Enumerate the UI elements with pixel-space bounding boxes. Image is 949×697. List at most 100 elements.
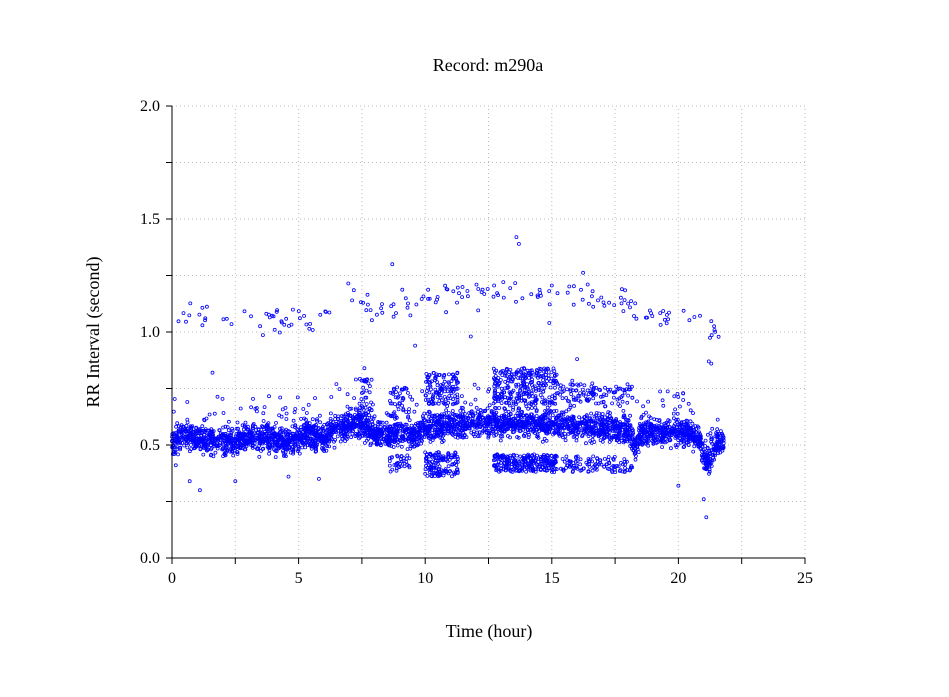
main-band-point — [315, 417, 319, 422]
outlier-point — [517, 241, 521, 246]
main-band-point — [644, 429, 648, 434]
cluster-point — [594, 467, 599, 472]
outlier-point — [706, 359, 711, 364]
cluster-point — [518, 454, 523, 459]
cluster-point — [588, 457, 593, 462]
upper-band-point — [426, 296, 431, 301]
cluster-point — [529, 463, 534, 468]
cluster-point — [364, 395, 369, 400]
main-band-point — [327, 436, 332, 441]
cluster-point — [609, 465, 614, 470]
main-band-point — [305, 434, 310, 439]
cluster-point — [498, 378, 503, 382]
cluster-point — [541, 454, 545, 459]
main-band-point — [496, 424, 501, 429]
x-tick-label: 15 — [544, 570, 560, 587]
cluster-point — [509, 373, 514, 378]
main-band-point — [323, 442, 328, 447]
cluster-point — [504, 366, 509, 371]
upper-band-point — [435, 297, 439, 302]
cluster-point — [508, 367, 513, 372]
main-band-point — [254, 406, 259, 410]
upper-band-point — [650, 314, 655, 319]
main-band-point — [567, 407, 571, 412]
cluster-point — [455, 386, 460, 391]
main-band-point — [540, 439, 545, 444]
cluster-point — [595, 456, 600, 461]
main-band-point — [709, 437, 714, 441]
main-band-point — [191, 433, 196, 438]
main-band-point — [284, 417, 289, 421]
upper-band-point — [549, 283, 554, 288]
main-band-point — [657, 418, 662, 423]
main-band-point — [208, 432, 212, 437]
main-band-point — [715, 434, 719, 439]
main-band-point — [665, 389, 670, 394]
main-band-point — [617, 425, 622, 430]
main-band-point — [354, 414, 359, 419]
main-band-point — [377, 428, 382, 433]
main-band-point — [691, 433, 696, 438]
main-band-point — [661, 403, 666, 408]
main-band-point — [483, 408, 488, 413]
main-band-point — [680, 424, 684, 429]
upper-band-point — [591, 304, 596, 309]
main-band-point — [356, 431, 361, 436]
main-band-point — [572, 424, 577, 429]
cluster-point — [591, 465, 596, 469]
cluster-point — [602, 456, 607, 461]
main-band-point — [337, 387, 342, 392]
cluster-point — [394, 415, 399, 420]
main-band-point — [478, 408, 483, 413]
cluster-point — [506, 457, 511, 462]
main-band-point — [640, 440, 645, 445]
main-band-point — [440, 414, 445, 419]
main-band-point — [704, 458, 709, 463]
main-band-point — [693, 441, 697, 446]
main-band-point — [682, 420, 686, 424]
main-band-point — [291, 436, 296, 441]
main-band-point — [421, 416, 426, 421]
main-band-point — [430, 414, 435, 419]
main-band-point — [280, 449, 285, 453]
upper-band-point — [176, 319, 181, 324]
upper-band-point — [275, 308, 280, 313]
main-band-point — [446, 416, 451, 420]
cluster-point — [498, 371, 503, 375]
main-band-point — [691, 411, 695, 416]
main-band-point — [300, 439, 304, 444]
main-band-point — [413, 427, 417, 432]
main-band-point — [564, 409, 569, 414]
main-band-point — [459, 394, 464, 399]
main-band-point — [596, 429, 601, 434]
cluster-point — [520, 464, 525, 469]
cluster-point — [449, 379, 454, 384]
main-band-point — [675, 411, 680, 416]
main-band-point — [206, 432, 211, 437]
cluster-point — [543, 401, 548, 406]
main-band-point — [581, 427, 586, 432]
cluster-point — [393, 395, 398, 400]
main-band-point — [366, 433, 371, 438]
main-band-point — [460, 424, 465, 429]
main-band-point — [339, 420, 343, 425]
main-band-point — [270, 443, 275, 448]
main-band-point — [194, 425, 199, 430]
upper-band-point — [687, 318, 692, 323]
main-band-point — [675, 424, 679, 429]
cluster-point — [618, 468, 623, 473]
cluster-point — [586, 398, 590, 403]
main-band-point — [422, 426, 427, 431]
main-band-point — [502, 429, 507, 434]
main-band-point — [220, 447, 225, 452]
main-band-point — [532, 427, 536, 432]
cluster-point — [552, 369, 557, 374]
cluster-point — [426, 375, 431, 380]
upper-band-point — [351, 288, 356, 293]
main-band-point — [409, 423, 414, 428]
main-band-point — [316, 425, 321, 430]
main-band-point — [362, 440, 367, 445]
cluster-point — [525, 453, 530, 458]
main-band-point — [512, 429, 516, 434]
